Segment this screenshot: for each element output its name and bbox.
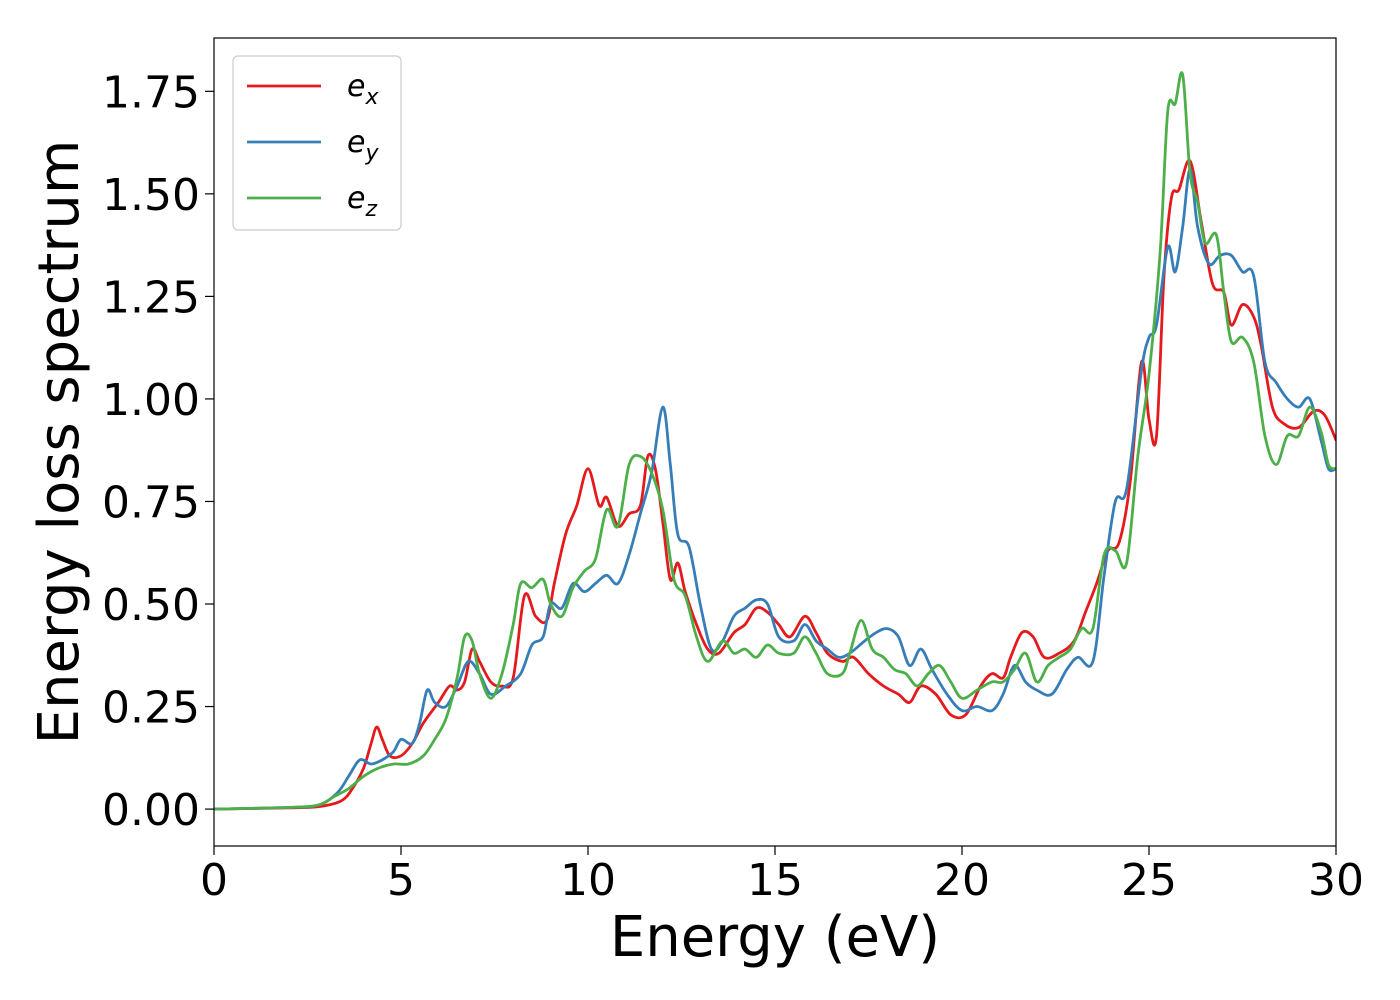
legend-label-z: ez (347, 181, 377, 222)
x-tick-label: 5 (387, 855, 415, 906)
series-line-y (214, 167, 1336, 811)
y-tick-label: 0.25 (102, 683, 200, 734)
y-axis-label: Energy loss spectrum (27, 140, 92, 745)
x-tick-label: 15 (747, 855, 803, 906)
y-axis-label-group: Energy loss spectrum (27, 140, 92, 745)
y-tick-label: 0.00 (102, 785, 200, 836)
y-tick-label: 1.25 (102, 272, 200, 323)
y-tick-label: 0.50 (102, 580, 200, 631)
legend-label-y: ey (347, 125, 379, 166)
series-layer (214, 71, 1336, 811)
series-line-x (214, 159, 1336, 811)
x-tick-label: 10 (560, 855, 616, 906)
y-tick-label: 0.75 (102, 477, 200, 528)
series-line-z (214, 71, 1336, 811)
x-axis-label: Energy (eV) (610, 905, 940, 970)
ticks-layer: 0 5 10 15 20 25 30 0.00 0.25 0.50 0.75 1.00 1.25 1.50… (102, 67, 1364, 906)
x-tick-label: 25 (1121, 855, 1177, 906)
y-tick-label: 1.00 (102, 375, 200, 426)
y-tick-label: 1.50 (102, 170, 200, 221)
plot-frame (213, 37, 1337, 847)
legend-label-x: ex (347, 69, 379, 110)
x-tick-label: 0 (200, 855, 228, 906)
y-tick-label: 1.75 (102, 67, 200, 118)
x-tick-label: 30 (1308, 855, 1364, 906)
x-tick-label: 20 (934, 855, 990, 906)
legend: ex ey ez (232, 55, 402, 231)
